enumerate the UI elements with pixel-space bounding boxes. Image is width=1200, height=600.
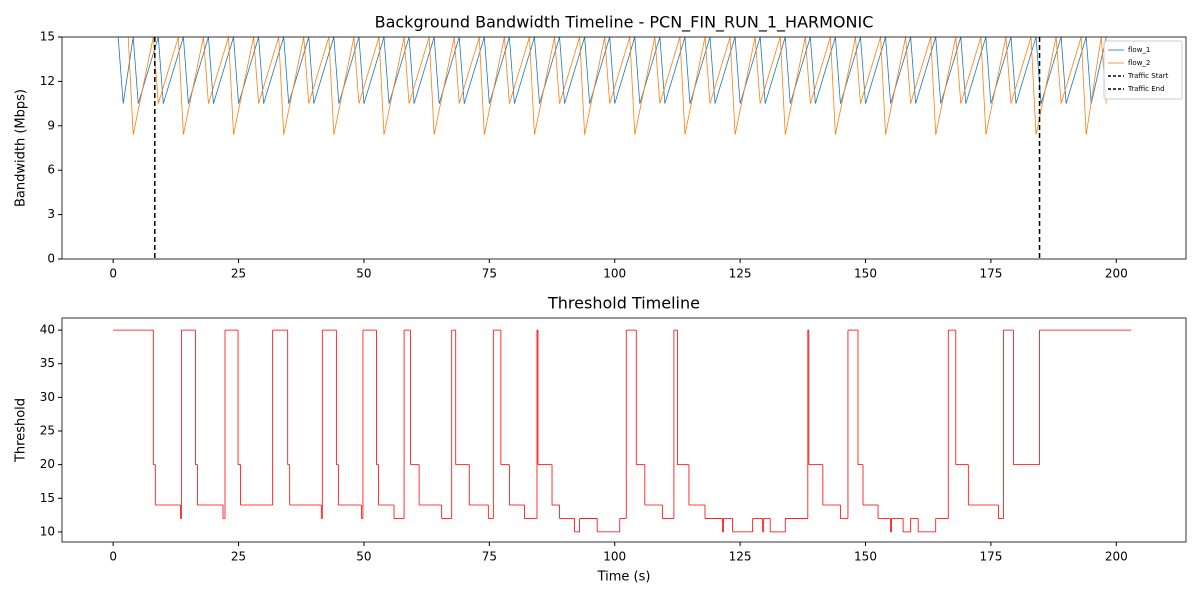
y-tick-label: 30 (40, 390, 55, 404)
y-tick-label: 35 (40, 356, 55, 370)
y-axis-label: Bandwidth (Mbps) (14, 89, 29, 207)
axes-frame (61, 36, 1187, 260)
line-series (127, 37, 1107, 135)
x-tick-label: 75 (482, 267, 497, 281)
y-tick-label: 12 (40, 74, 55, 88)
x-tick-label: 200 (1105, 267, 1128, 281)
legend-label: flow_1 (1128, 46, 1150, 54)
y-tick-label: 15 (40, 491, 55, 505)
y-tick-label: 6 (47, 163, 55, 177)
x-tick-label: 125 (729, 550, 752, 564)
line-series (117, 37, 1107, 104)
x-axis-label: Time (s) (597, 570, 651, 585)
chart-title: Background Bandwidth Timeline - PCN_FIN_… (375, 13, 874, 33)
axes-frame (61, 317, 1187, 543)
x-tick-label: 150 (854, 550, 877, 564)
legend-label: Traffic Start (1127, 72, 1169, 80)
x-tick-label: 100 (603, 550, 626, 564)
x-tick-label: 50 (356, 267, 371, 281)
x-tick-label: 0 (109, 550, 117, 564)
x-tick-label: 200 (1105, 550, 1128, 564)
y-tick-label: 25 (40, 424, 55, 438)
x-tick-label: 175 (979, 267, 1002, 281)
x-tick-label: 50 (356, 550, 371, 564)
x-tick-label: 150 (854, 267, 877, 281)
y-tick-label: 0 (47, 252, 55, 266)
plot-area (113, 329, 1132, 533)
x-tick-label: 125 (729, 267, 752, 281)
x-tick-label: 75 (482, 550, 497, 564)
y-axis-label: Threshold (14, 398, 29, 463)
y-tick-label: 15 (40, 30, 55, 44)
plot-area (117, 37, 1107, 259)
x-tick-label: 25 (231, 550, 246, 564)
x-tick-label: 175 (979, 550, 1002, 564)
x-tick-label: 25 (231, 267, 246, 281)
x-tick-label: 100 (603, 267, 626, 281)
y-tick-label: 10 (40, 524, 55, 538)
y-tick-label: 40 (40, 323, 55, 337)
legend-box (1103, 40, 1183, 100)
legend-label: flow_2 (1128, 59, 1150, 67)
x-tick-label: 0 (109, 267, 117, 281)
y-tick-label: 20 (40, 457, 55, 471)
y-tick-label: 3 (47, 207, 55, 221)
chart-title: Threshold Timeline (547, 294, 700, 313)
legend-label: Traffic End (1127, 85, 1165, 93)
y-tick-label: 9 (47, 118, 55, 132)
